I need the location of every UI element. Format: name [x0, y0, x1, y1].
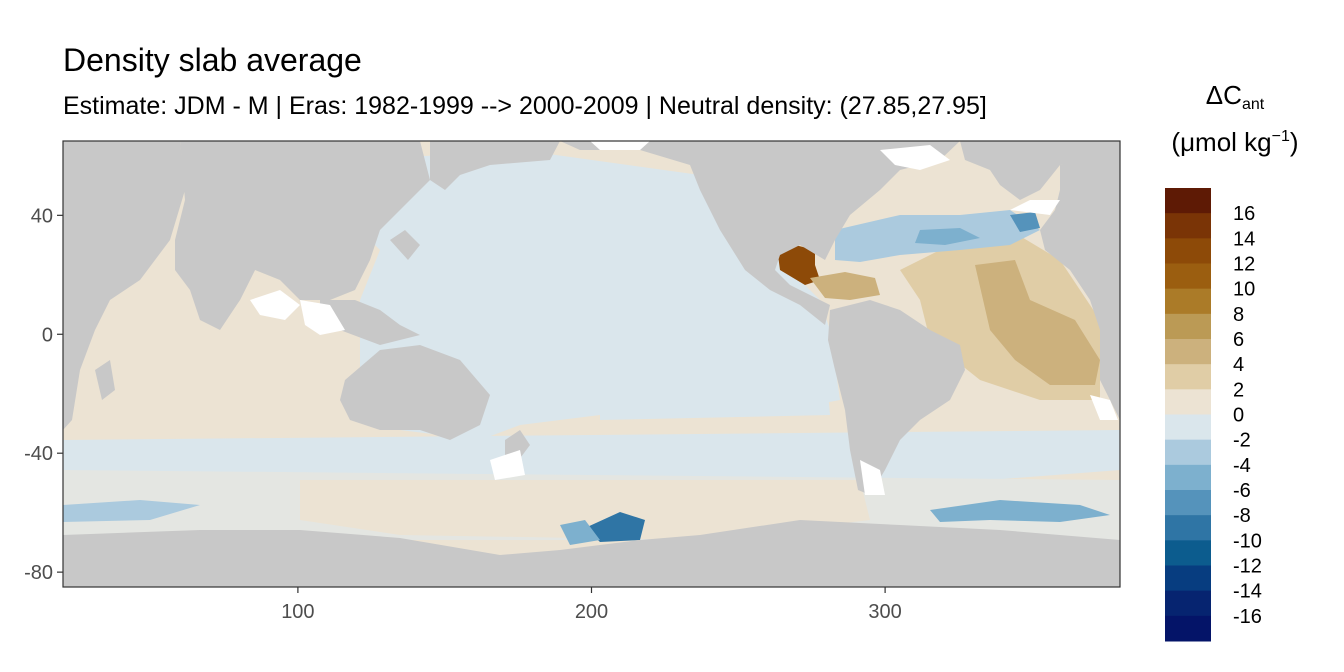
legend-label: -2: [1233, 430, 1251, 452]
region-gulf-mexico: [778, 245, 820, 285]
region-ross-blue-2: [560, 520, 600, 545]
chart-title: Density slab average: [63, 42, 362, 78]
legend-label: 8: [1233, 304, 1244, 326]
legend-swatch: [1165, 565, 1211, 592]
legend-swatch: [1165, 515, 1211, 541]
chart-subtitle: Estimate: JDM - M | Eras: 1982-1999 --> …: [63, 92, 987, 120]
legend-swatch: [1165, 188, 1211, 214]
legend-swatch: [1165, 339, 1211, 365]
legend-swatch: [1165, 213, 1211, 239]
legend-swatch: [1165, 389, 1211, 415]
y-tick-label: -80: [24, 562, 53, 584]
region-indian-south-band: [63, 500, 200, 522]
region-pacific-center: [600, 300, 830, 420]
region-weddell: [930, 500, 1110, 522]
legend-label: 2: [1233, 379, 1244, 401]
legend-label: 4: [1233, 354, 1244, 376]
legend-swatch: [1165, 313, 1211, 340]
land-africa-east: [63, 141, 185, 430]
legend-label: 12: [1233, 254, 1255, 276]
legend-label: -10: [1233, 530, 1262, 552]
legend-subscript: ant: [1241, 96, 1265, 113]
legend-label: 14: [1233, 228, 1255, 250]
legend-swatch: [1165, 590, 1211, 617]
y-tick-label: 40: [31, 205, 53, 227]
legend-swatch: [1165, 288, 1211, 315]
legend-title: ΔCant (μmol kg−1): [1171, 80, 1299, 157]
legend-label: -8: [1233, 505, 1251, 527]
region-atlantic-warmer: [975, 260, 1100, 385]
land-indonesia: [320, 300, 420, 345]
legend-unit-sup: −1: [1271, 128, 1290, 145]
y-tick-label: -40: [24, 443, 53, 465]
legend-swatch: [1165, 439, 1211, 466]
legend-swatch: [1165, 490, 1211, 516]
legend-label: 16: [1233, 203, 1255, 225]
legend-swatch: [1165, 263, 1211, 290]
land-kamchatka: [430, 141, 560, 190]
legend-label: -16: [1233, 606, 1262, 628]
x-tick-label: 100: [281, 601, 314, 623]
legend-label: -14: [1233, 581, 1262, 603]
land-south-america: [828, 300, 965, 495]
land-north-america: [560, 141, 960, 325]
y-tick-label: 0: [42, 324, 53, 346]
region-north-atlantic-2: [915, 228, 980, 245]
land-japan: [390, 230, 420, 260]
region-southern-inner: [300, 480, 870, 540]
region-caribbean: [810, 272, 880, 300]
land-masses: [63, 141, 1120, 587]
legend-symbol: ΔC: [1205, 80, 1242, 110]
legend-swatch: [1165, 238, 1211, 264]
plot-panel: [63, 141, 1120, 587]
legend-label: 6: [1233, 329, 1244, 351]
region-labrador: [1010, 212, 1040, 232]
region-ross-blue: [585, 512, 645, 542]
land-antarctica: [63, 520, 1120, 587]
legend-swatch: [1165, 615, 1211, 642]
land-madagascar: [95, 360, 115, 400]
legend-label: 10: [1233, 279, 1255, 301]
land-india: [200, 255, 255, 320]
land-greenland: [960, 141, 1120, 200]
legend-label: -4: [1233, 455, 1251, 477]
legend-swatch: [1165, 414, 1211, 441]
legend-swatch: [1165, 540, 1211, 566]
legend-swatch: [1165, 464, 1211, 491]
land-europe: [1040, 155, 1120, 420]
legend-colorbar: 16 14 12 10 8 6 4 2 0 -2 -4 -6 -8 -10 -12 -14 -16: [1165, 188, 1262, 642]
legend-swatch: [1165, 364, 1211, 390]
legend-label: -12: [1233, 556, 1262, 578]
legend-unit: (μmol kg: [1171, 127, 1272, 157]
x-tick-label: 200: [575, 601, 608, 623]
no-data-patches: [250, 141, 1118, 495]
legend-label: 0: [1233, 405, 1244, 427]
land-australia: [340, 345, 490, 440]
x-tick-label: 300: [868, 601, 901, 623]
legend-label: -6: [1233, 480, 1251, 502]
